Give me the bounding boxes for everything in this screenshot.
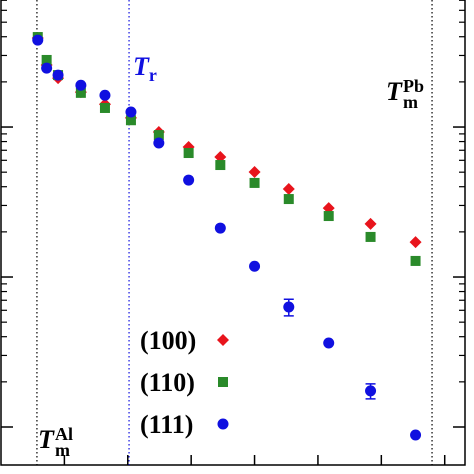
legend-label: (111) — [140, 410, 193, 439]
annotation: TAl m — [38, 424, 73, 460]
data-point — [153, 137, 165, 149]
data-point — [364, 217, 377, 230]
data-point — [282, 183, 295, 196]
legend-marker — [217, 418, 229, 430]
data-point — [365, 385, 377, 397]
data-point — [283, 301, 295, 313]
data-point — [75, 79, 87, 91]
data-point — [125, 115, 136, 126]
data-point — [183, 148, 194, 159]
legend-label: (100) — [140, 326, 196, 355]
annotation: Tr — [133, 52, 157, 85]
legend-marker — [217, 334, 229, 346]
data-point — [249, 260, 261, 272]
data-point — [215, 160, 226, 171]
data-point — [323, 211, 334, 222]
legend-label: (110) — [140, 368, 195, 397]
data-point — [410, 255, 421, 266]
data-point — [214, 151, 227, 164]
annotation-sup: Al — [55, 424, 73, 444]
data-point — [214, 222, 226, 234]
annotation-main: T — [38, 425, 55, 454]
data-point — [248, 166, 261, 179]
data-point — [99, 89, 111, 101]
annotation: TPb m — [386, 76, 424, 112]
data-point — [41, 62, 53, 74]
legend-marker — [218, 377, 228, 387]
annotation-main: T — [133, 52, 150, 81]
data-point — [75, 87, 86, 98]
data-point — [41, 54, 52, 65]
data-point — [32, 34, 44, 46]
data-point — [99, 102, 110, 113]
axes-frame — [0, 0, 466, 466]
data-point — [153, 130, 164, 141]
data-point — [410, 429, 422, 441]
data-point — [323, 337, 335, 349]
annotation-sup: Pb — [403, 76, 424, 96]
data-point — [249, 177, 260, 188]
data-point — [52, 69, 64, 81]
annotation-sub: m — [55, 440, 70, 460]
data-point — [125, 106, 137, 118]
annotation-main: T — [386, 77, 403, 106]
data-point — [409, 236, 422, 249]
data-point — [283, 194, 294, 205]
data-point — [365, 231, 376, 242]
annotation-sub: r — [149, 65, 157, 85]
annotation-sub: m — [403, 92, 418, 112]
data-point — [183, 174, 195, 186]
